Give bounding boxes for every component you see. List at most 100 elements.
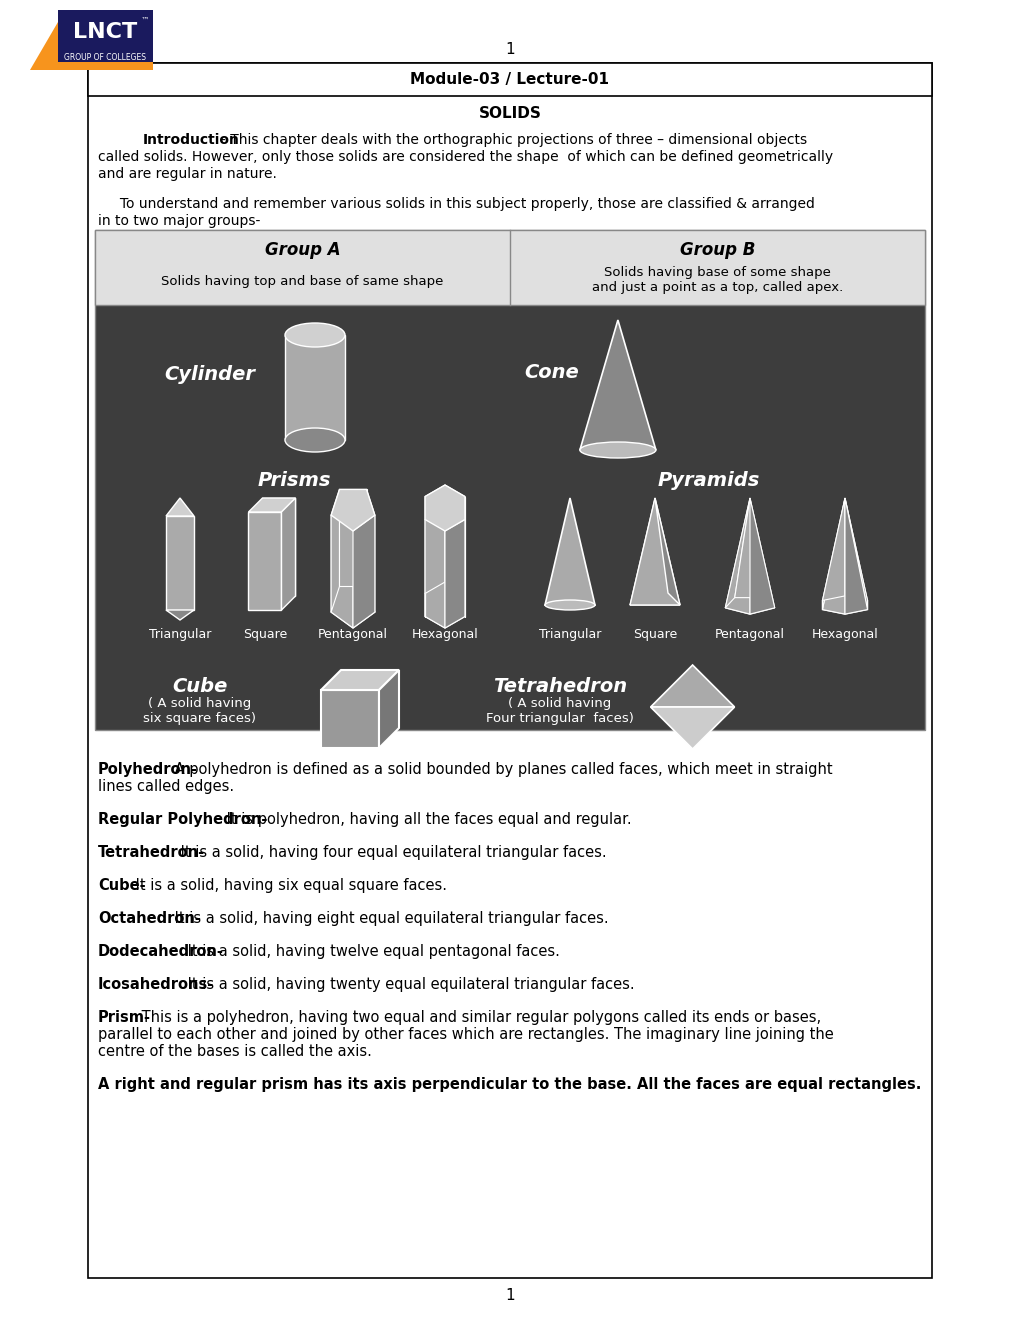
Text: in to two major groups-: in to two major groups- — [98, 214, 260, 228]
Text: Tetrahedron-: Tetrahedron- — [98, 845, 205, 861]
Polygon shape — [249, 512, 281, 610]
Text: Polyhedron-: Polyhedron- — [98, 762, 198, 777]
Polygon shape — [749, 498, 774, 607]
Polygon shape — [821, 498, 844, 610]
Text: Pentagonal: Pentagonal — [714, 628, 785, 642]
Text: Cone: Cone — [524, 363, 579, 383]
Text: This is a polyhedron, having two equal and similar regular polygons called its e: This is a polyhedron, having two equal a… — [137, 1010, 820, 1026]
FancyBboxPatch shape — [58, 62, 153, 70]
Polygon shape — [339, 490, 366, 586]
Polygon shape — [425, 484, 444, 594]
Polygon shape — [650, 708, 734, 748]
Polygon shape — [331, 586, 375, 628]
Text: Four triangular  faces): Four triangular faces) — [485, 711, 633, 725]
Text: A polyhedron is defined as a solid bounded by planes called faces, which meet in: A polyhedron is defined as a solid bound… — [169, 762, 832, 777]
Text: 1: 1 — [504, 1287, 515, 1303]
Text: ™: ™ — [141, 16, 149, 25]
Polygon shape — [630, 498, 680, 605]
Polygon shape — [444, 520, 465, 628]
Polygon shape — [725, 598, 774, 614]
Polygon shape — [321, 690, 379, 748]
Ellipse shape — [284, 323, 344, 347]
Text: Octahedron-: Octahedron- — [98, 911, 201, 927]
Polygon shape — [630, 593, 680, 605]
Polygon shape — [821, 498, 844, 601]
Text: 1: 1 — [504, 42, 515, 58]
Polygon shape — [425, 484, 465, 531]
Text: Prisms: Prisms — [257, 470, 330, 490]
Polygon shape — [166, 516, 194, 610]
Polygon shape — [630, 498, 654, 605]
FancyBboxPatch shape — [95, 230, 924, 730]
Polygon shape — [249, 498, 296, 512]
Polygon shape — [262, 498, 296, 597]
Polygon shape — [725, 498, 749, 607]
Text: To understand and remember various solids in this subject properly, those are cl: To understand and remember various solid… — [98, 197, 814, 211]
Polygon shape — [844, 498, 867, 610]
Text: Dodecahedron-: Dodecahedron- — [98, 944, 223, 960]
FancyBboxPatch shape — [58, 11, 153, 70]
FancyBboxPatch shape — [88, 63, 931, 96]
Text: Solids having base of some shape
and just a point as a top, called apex.: Solids having base of some shape and jus… — [591, 267, 843, 294]
FancyBboxPatch shape — [95, 230, 924, 305]
Text: Group A: Group A — [264, 242, 340, 259]
Text: It is a solid, having twelve equal pentagonal faces.: It is a solid, having twelve equal penta… — [182, 944, 559, 960]
FancyBboxPatch shape — [284, 335, 344, 440]
Polygon shape — [444, 484, 465, 594]
Polygon shape — [654, 498, 680, 605]
Polygon shape — [379, 671, 398, 748]
Polygon shape — [425, 520, 444, 628]
Polygon shape — [366, 490, 375, 612]
Text: Cube: Cube — [172, 677, 227, 696]
Text: parallel to each other and joined by other faces which are rectangles. The imagi: parallel to each other and joined by oth… — [98, 1027, 833, 1041]
Text: It is polyhedron, having all the faces equal and regular.: It is polyhedron, having all the faces e… — [221, 812, 631, 828]
Polygon shape — [641, 498, 667, 593]
Text: Icosahedrons-: Icosahedrons- — [98, 977, 214, 993]
Text: ( A solid having: ( A solid having — [148, 697, 252, 710]
Polygon shape — [30, 11, 65, 70]
Text: Square: Square — [243, 628, 286, 642]
Text: lines called edges.: lines called edges. — [98, 779, 234, 795]
Text: Prism-: Prism- — [98, 1010, 151, 1026]
Polygon shape — [749, 498, 774, 614]
Polygon shape — [844, 498, 867, 614]
Polygon shape — [725, 498, 749, 614]
Text: It is a solid, having eight equal equilateral triangular faces.: It is a solid, having eight equal equila… — [169, 911, 607, 927]
Polygon shape — [281, 498, 296, 610]
Text: Regular Polyhedron-: Regular Polyhedron- — [98, 812, 267, 828]
Text: GROUP OF COLLEGES: GROUP OF COLLEGES — [64, 53, 146, 62]
Text: It is a solid, having six equal square faces.: It is a solid, having six equal square f… — [130, 878, 446, 894]
Text: Triangular: Triangular — [538, 628, 600, 642]
FancyBboxPatch shape — [88, 63, 931, 1278]
Polygon shape — [821, 595, 867, 614]
Ellipse shape — [544, 601, 594, 610]
Polygon shape — [821, 498, 844, 614]
Polygon shape — [650, 665, 734, 708]
Text: Hexagonal: Hexagonal — [811, 628, 877, 642]
Text: LNCT: LNCT — [72, 22, 137, 42]
Text: ( A solid having: ( A solid having — [507, 697, 610, 710]
Polygon shape — [331, 490, 339, 612]
Text: Introduction: Introduction — [143, 133, 239, 147]
Text: Square: Square — [632, 628, 677, 642]
Ellipse shape — [580, 442, 655, 458]
Text: A right and regular prism has its axis perpendicular to the base. All the faces : A right and regular prism has its axis p… — [98, 1077, 920, 1092]
Polygon shape — [166, 610, 194, 620]
Text: centre of the bases is called the axis.: centre of the bases is called the axis. — [98, 1044, 372, 1059]
Polygon shape — [331, 490, 375, 531]
Polygon shape — [544, 498, 594, 605]
Polygon shape — [844, 498, 867, 601]
Text: Hexagonal: Hexagonal — [412, 628, 478, 642]
Text: six square faces): six square faces) — [144, 711, 256, 725]
Polygon shape — [734, 498, 764, 598]
Text: SOLIDS: SOLIDS — [478, 106, 541, 120]
Text: called solids. However, only those solids are considered the shape  of which can: called solids. However, only those solid… — [98, 150, 833, 164]
Polygon shape — [425, 582, 465, 628]
Polygon shape — [580, 319, 655, 450]
Text: - This chapter deals with the orthographic projections of three – dimensional ob: - This chapter deals with the orthograph… — [221, 133, 806, 147]
Polygon shape — [321, 671, 398, 690]
Text: Group B: Group B — [679, 242, 754, 259]
Text: Solids having top and base of same shape: Solids having top and base of same shape — [161, 276, 443, 289]
Text: Triangular: Triangular — [149, 628, 211, 642]
Polygon shape — [166, 498, 194, 516]
